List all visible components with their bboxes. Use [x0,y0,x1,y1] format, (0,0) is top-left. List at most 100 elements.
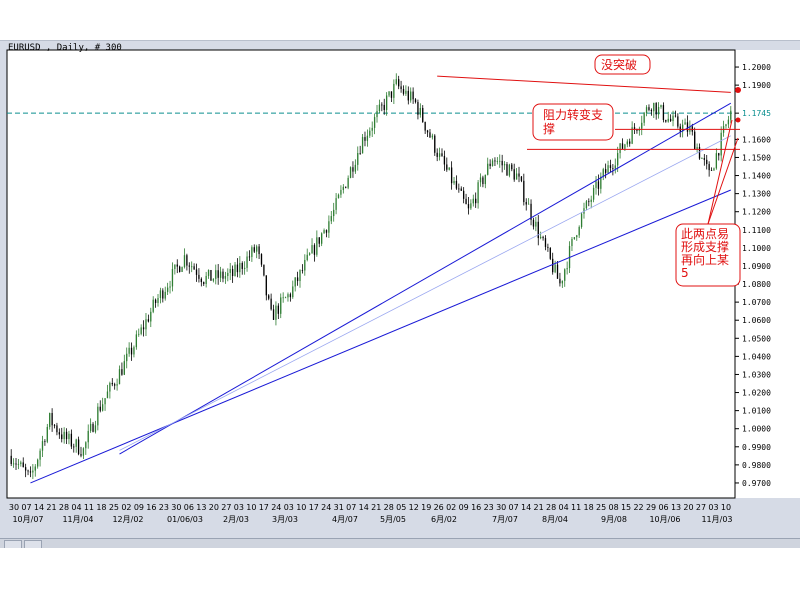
candle-body [511,164,513,170]
candle-body [655,102,657,115]
candle-body [128,347,130,354]
candle-body [535,221,537,227]
y-tick-label: 0.9700 [742,479,771,488]
candle-body [179,266,181,272]
resistance-point-marker [735,87,741,93]
candle-body [304,259,306,271]
candle-body [725,124,727,127]
x-month-label: 5月/05 [380,515,406,524]
candle-body [494,160,496,162]
x-day-label: 09 [134,503,144,512]
candle-body [715,153,718,169]
candle-body [438,153,441,157]
x-day-label: 25 [109,503,119,512]
x-day-label: 10 [296,503,306,512]
candle-body [166,287,169,292]
annotation-text-line: 阻力转变支 [543,107,603,122]
candle-body [706,159,708,165]
x-day-label: 06 [184,503,194,512]
candle-body [53,425,56,427]
y-tick-label: 1.1400 [742,172,771,181]
x-day-label: 29 [646,503,656,512]
candle-body [532,219,535,227]
candle-body [354,164,357,172]
support-point-marker [735,117,741,123]
candle-body [236,264,239,273]
x-day-label: 26 [434,503,444,512]
annotation-box-resistance-support [532,103,614,141]
x-day-label: 10 [721,503,731,512]
candle-body [417,102,419,115]
candle-body [458,188,460,190]
candle-body [525,202,527,205]
candle-body [111,383,113,385]
x-day-label: 14 [521,503,531,512]
candle-body [352,167,354,172]
x-month-label: 2月/03 [223,515,249,524]
candle-body [424,121,426,131]
candle-body [657,107,660,115]
candle-body [547,246,549,248]
candle-body [106,391,109,399]
candle-body [301,270,304,271]
candle-body [246,256,248,268]
candle-body [686,122,689,132]
candle-body [357,153,359,165]
candle-body [718,153,720,156]
candle-body [87,430,89,443]
candle-body [383,104,385,110]
y-axis-ticks: 1.2000 1.1900 1.1745 1.1600 1.1500 1.1400 1.13… [735,63,771,488]
candle-body [181,267,183,272]
candle-body [648,107,650,110]
candle-body [195,269,198,275]
y-tick-label: 1.0400 [742,352,771,361]
candle-body [667,118,669,122]
x-day-label: 09 [459,503,469,512]
candle-body [340,189,342,195]
y-tick-label: 1.1100 [742,226,771,235]
candle-body [684,122,686,125]
candle-body [633,127,636,130]
candle-body [308,253,311,255]
candle-body [159,290,162,299]
candle-body [359,153,361,154]
candle-body [624,144,626,149]
candle-body [347,177,349,188]
candle-body [186,255,188,266]
candle-body [600,176,602,189]
candle-body [207,269,210,276]
chart-svg: EURUSD , Daily, # 300 1.2000 1.1900 1.1745… [6,43,800,524]
x-day-label: 28 [59,503,69,512]
candle-body [15,463,17,465]
candle-body [94,425,97,432]
candle-body [682,124,684,132]
candle-body [479,177,482,183]
candle-body [272,309,275,320]
candle-body [465,198,467,205]
x-month-label: 10月/06 [649,515,680,524]
candle-body [609,165,612,169]
candle-body [650,109,653,112]
candle-body [636,129,638,131]
candle-body [701,158,703,159]
candle-body [617,153,619,166]
candle-body [330,216,332,222]
candle-body [554,264,556,273]
candle-body [135,334,138,348]
candle-body [294,277,296,287]
x-day-label: 15 [621,503,631,512]
candle-body [27,470,29,472]
candle-body [585,201,588,209]
candle-body [477,182,479,204]
x-day-label: 05 [396,503,406,512]
candle-body [73,446,75,448]
candle-body [672,115,674,122]
bottom-whitespace [0,548,800,600]
x-day-label: 03 [234,503,244,512]
candle-body [402,89,405,94]
candle-body [150,311,152,322]
candle-body [530,203,532,220]
candle-body [580,213,583,227]
candle-body [234,264,236,277]
candle-body [145,319,147,330]
